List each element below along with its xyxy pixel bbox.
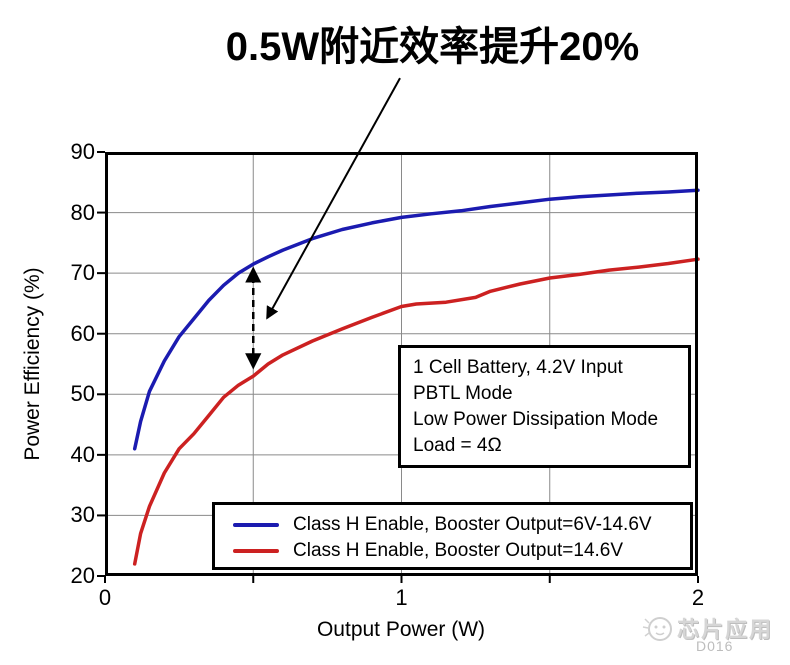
y-tick-label: 70 — [70, 260, 95, 286]
legend-line-swatch — [233, 523, 279, 527]
curve-series-1 — [132, 257, 700, 566]
y-axis-label: Power Efficiency (%) — [21, 267, 44, 461]
annotation-arrows — [245, 77, 401, 370]
y-tick-label: 80 — [70, 199, 95, 225]
x-axis-label: Output Power (W) — [316, 618, 486, 641]
plot-frame — [97, 151, 699, 583]
legend-line-swatch — [233, 549, 279, 553]
y-tick-label: 20 — [70, 563, 95, 588]
watermark-brand-text: 芯片应用 — [677, 617, 774, 642]
x-tick-label: 2 — [691, 585, 705, 610]
x-tick-label: 0 — [98, 585, 112, 610]
legend-item: Class H Enable, Booster Output=14.6V — [215, 538, 690, 564]
chart-title-annotation: 0.5W附近效率提升20% — [225, 25, 640, 69]
y-tick-label: 50 — [70, 381, 95, 407]
legend-box: Class H Enable, Booster Output=6V-14.6V C… — [212, 502, 693, 570]
curve-series-0 — [132, 188, 700, 451]
watermark: 芯片应用 — [641, 611, 773, 645]
condition-line: Load = 4Ω — [413, 435, 502, 456]
condition-line: Low Power Dissipation Mode — [413, 409, 659, 430]
y-tick-label: 60 — [70, 320, 95, 346]
y-tick-label: 40 — [70, 441, 95, 467]
condition-line: PBTL Mode — [413, 383, 513, 404]
x-tick-label: 1 — [395, 585, 408, 610]
callout-arrow — [266, 77, 401, 320]
chick-face-logo-icon — [642, 617, 672, 641]
legend-label: Class H Enable, Booster Output=14.6V — [293, 540, 624, 561]
y-tick-label: 30 — [70, 502, 95, 528]
legend-label: Class H Enable, Booster Output=6V-14.6V — [293, 514, 652, 535]
legend-item: Class H Enable, Booster Output=6V-14.6V — [215, 512, 690, 538]
conditions-box: 1 Cell Battery, 4.2V Input PBTL Mode Low P… — [398, 345, 691, 468]
data-curves — [132, 188, 700, 566]
figure-id: D016 — [696, 638, 734, 654]
condition-line: 1 Cell Battery, 4.2V Input — [413, 357, 623, 378]
y-tick-label: 90 — [70, 139, 95, 164]
